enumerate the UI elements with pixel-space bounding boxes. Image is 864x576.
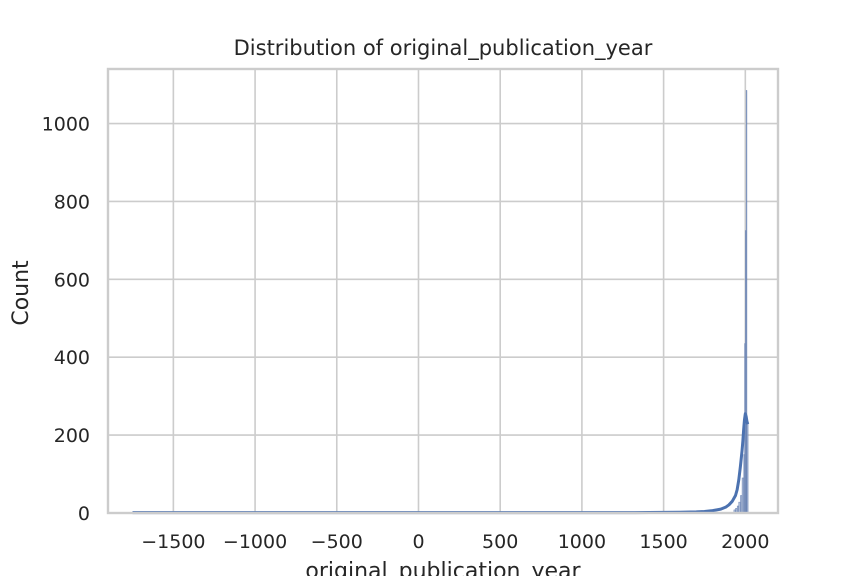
x-tick-label: 2000 bbox=[721, 531, 769, 553]
x-tick-label: 0 bbox=[412, 531, 424, 553]
x-tick-label: −1500 bbox=[141, 531, 205, 553]
grid bbox=[108, 69, 778, 514]
plot-border bbox=[106, 67, 780, 515]
x-tick-label: −1000 bbox=[223, 531, 287, 553]
x-tick-label: −500 bbox=[311, 531, 363, 553]
y-tick-label: 200 bbox=[54, 425, 90, 447]
y-tick-label: 600 bbox=[54, 269, 90, 291]
y-tick-label: 0 bbox=[78, 503, 90, 525]
y-axis-label: Count bbox=[9, 260, 34, 326]
axes-frame bbox=[106, 67, 780, 515]
y-tick-label: 800 bbox=[54, 191, 90, 213]
kde-curve bbox=[132, 412, 750, 515]
histogram-bar bbox=[740, 495, 743, 514]
y-tick-label: 400 bbox=[54, 347, 90, 369]
x-tick-labels: −1500 −1000 −500 0 500 1000 1500 2000 bbox=[141, 531, 769, 553]
histogram-bar bbox=[741, 477, 744, 514]
x-axis-label: original_publication_year bbox=[305, 559, 581, 576]
x-tick-label: 1000 bbox=[558, 531, 606, 553]
histogram-bar bbox=[746, 423, 749, 514]
y-tick-labels: 0 200 400 600 800 1000 bbox=[42, 114, 90, 525]
kde-line bbox=[132, 412, 750, 515]
histogram-bar bbox=[738, 501, 741, 514]
x-tick-label: 1500 bbox=[639, 531, 687, 553]
x-tick-label: 500 bbox=[482, 531, 518, 553]
chart-title: Distribution of original_publication_yea… bbox=[234, 36, 653, 61]
y-tick-label: 1000 bbox=[42, 114, 90, 136]
